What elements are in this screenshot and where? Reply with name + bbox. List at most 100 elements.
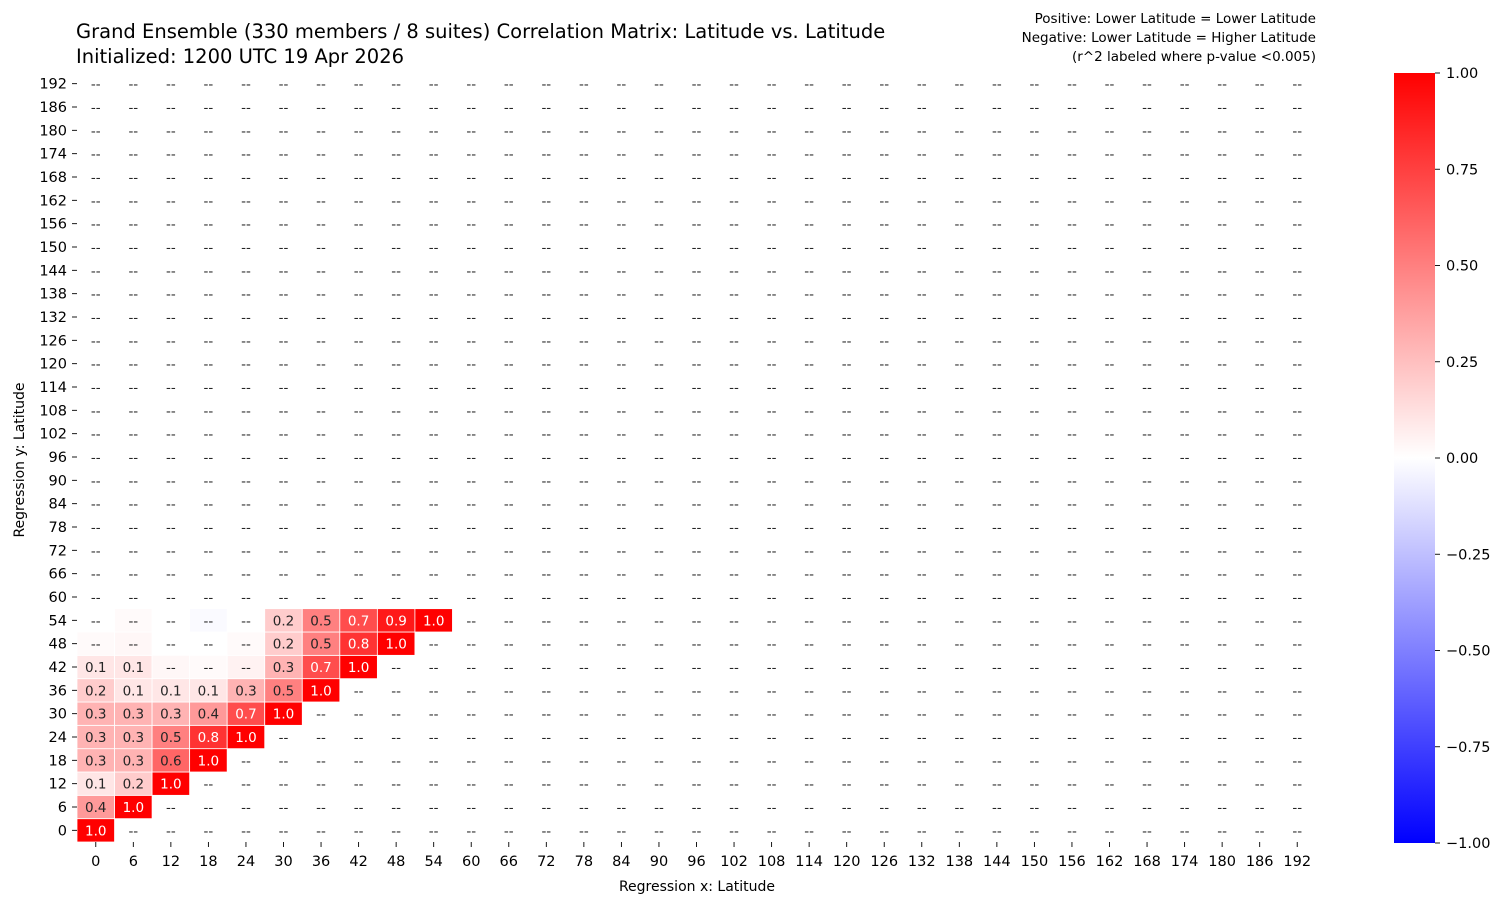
cell-label: -- bbox=[429, 77, 439, 93]
cell-label: -- bbox=[541, 170, 551, 186]
cell-label: -- bbox=[1142, 473, 1152, 489]
cell-label: -- bbox=[541, 333, 551, 349]
cell-label: -- bbox=[241, 100, 251, 116]
y-tick-label: 132 bbox=[39, 310, 67, 326]
cell-label: -- bbox=[91, 357, 101, 373]
cell-label: -- bbox=[466, 240, 476, 256]
cell-label: -- bbox=[166, 310, 176, 326]
cell-label: -- bbox=[692, 707, 702, 723]
x-tick-label: 144 bbox=[983, 854, 1011, 870]
cell-label: -- bbox=[617, 730, 627, 746]
cell-label: -- bbox=[917, 217, 927, 233]
cell-label: -- bbox=[1030, 380, 1040, 396]
cell-label: 0.7 bbox=[348, 613, 369, 629]
cell-label: 0.1 bbox=[85, 777, 106, 793]
legend-note-negative: Negative: Lower Latitude = Higher Latitu… bbox=[1021, 30, 1316, 46]
cell-label: -- bbox=[917, 800, 927, 816]
cell-label: -- bbox=[504, 310, 514, 326]
cell-label: -- bbox=[617, 520, 627, 536]
y-tick-label: 24 bbox=[49, 730, 67, 746]
colorbar bbox=[1394, 73, 1435, 843]
cell-label: -- bbox=[1180, 310, 1190, 326]
cell-label: -- bbox=[1255, 333, 1265, 349]
cell-label: -- bbox=[128, 287, 138, 303]
cell-label: -- bbox=[1067, 823, 1077, 839]
cell-label: -- bbox=[954, 777, 964, 793]
cell-label: -- bbox=[166, 147, 176, 163]
cell-label: -- bbox=[1142, 333, 1152, 349]
cell-label: -- bbox=[466, 497, 476, 513]
y-tick-label: 54 bbox=[49, 613, 67, 629]
cell-label: -- bbox=[1292, 753, 1302, 769]
cell-label: -- bbox=[504, 637, 514, 653]
cell-label: -- bbox=[391, 777, 401, 793]
cell-label: -- bbox=[954, 823, 964, 839]
cell-label: -- bbox=[1180, 590, 1190, 606]
cell-label: -- bbox=[692, 123, 702, 139]
cell-label: -- bbox=[466, 520, 476, 536]
cell-label: -- bbox=[204, 193, 214, 209]
cell-label: -- bbox=[692, 333, 702, 349]
cell-label: -- bbox=[1255, 800, 1265, 816]
cell-label: -- bbox=[279, 193, 289, 209]
cell-label: -- bbox=[1142, 403, 1152, 419]
cell-label: -- bbox=[279, 310, 289, 326]
cell-label: -- bbox=[767, 520, 777, 536]
cell-label: -- bbox=[917, 520, 927, 536]
cell-label: -- bbox=[1105, 473, 1115, 489]
cell-label: -- bbox=[804, 473, 814, 489]
cell-label: -- bbox=[466, 193, 476, 209]
cell-label: -- bbox=[954, 403, 964, 419]
cell-label: -- bbox=[579, 240, 589, 256]
cell-label: -- bbox=[804, 427, 814, 443]
cell-label: -- bbox=[1142, 590, 1152, 606]
cell-label: -- bbox=[1217, 357, 1227, 373]
cell-label: -- bbox=[316, 590, 326, 606]
cell-label: -- bbox=[729, 800, 739, 816]
cell-label: -- bbox=[241, 333, 251, 349]
cell-label: -- bbox=[429, 543, 439, 559]
cell-label: -- bbox=[917, 380, 927, 396]
cell-label: -- bbox=[504, 520, 514, 536]
cell-label: -- bbox=[91, 380, 101, 396]
cell-label: -- bbox=[1030, 730, 1040, 746]
cell-label: -- bbox=[241, 403, 251, 419]
cell-label: -- bbox=[1292, 427, 1302, 443]
cell-label: -- bbox=[1030, 660, 1040, 676]
x-tick-label: 96 bbox=[687, 854, 705, 870]
cell-label: -- bbox=[541, 147, 551, 163]
cell-label: -- bbox=[166, 497, 176, 513]
cell-label: -- bbox=[617, 823, 627, 839]
cell-label: -- bbox=[579, 730, 589, 746]
cell-label: -- bbox=[1217, 823, 1227, 839]
cell-label: -- bbox=[391, 170, 401, 186]
cell-label: -- bbox=[917, 77, 927, 93]
cell-label: -- bbox=[429, 403, 439, 419]
cell-label: -- bbox=[917, 170, 927, 186]
heatmap-cell bbox=[414, 608, 453, 633]
y-tick-label: 48 bbox=[49, 637, 67, 653]
cell-label: -- bbox=[804, 707, 814, 723]
cell-label: -- bbox=[1255, 357, 1265, 373]
cell-label: -- bbox=[1105, 240, 1115, 256]
cell-label: -- bbox=[1142, 310, 1152, 326]
cell-label: -- bbox=[316, 240, 326, 256]
cell-label: -- bbox=[579, 613, 589, 629]
cell-label: -- bbox=[1180, 520, 1190, 536]
cell-label: -- bbox=[241, 613, 251, 629]
cell-label: -- bbox=[279, 730, 289, 746]
cell-label: -- bbox=[1292, 777, 1302, 793]
cell-label: -- bbox=[1067, 147, 1077, 163]
cell-label: -- bbox=[466, 730, 476, 746]
cell-label: -- bbox=[579, 753, 589, 769]
cell-label: -- bbox=[1142, 800, 1152, 816]
cell-label: -- bbox=[316, 450, 326, 466]
cell-label: -- bbox=[1067, 590, 1077, 606]
cell-label: 0.2 bbox=[85, 683, 106, 699]
cell-label: -- bbox=[654, 590, 664, 606]
cell-label: -- bbox=[391, 497, 401, 513]
cell-label: -- bbox=[1105, 357, 1115, 373]
cell-label: -- bbox=[429, 800, 439, 816]
cell-label: -- bbox=[992, 193, 1002, 209]
cell-label: -- bbox=[504, 287, 514, 303]
